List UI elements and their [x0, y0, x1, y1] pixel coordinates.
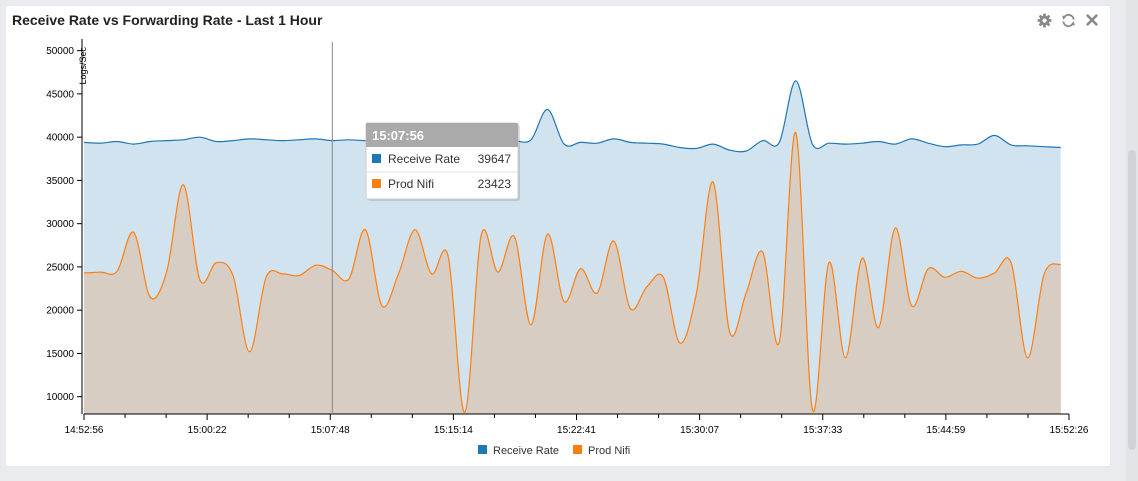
refresh-icon[interactable] — [1060, 12, 1076, 28]
x-tick-label: 15:22:41 — [557, 425, 596, 436]
tooltip-swatch-receive — [372, 154, 381, 163]
x-tick-label: 15:52:26 — [1050, 425, 1089, 436]
tooltip-label-prod: Prod Nifi — [388, 177, 434, 191]
y-tick-label: 25000 — [46, 262, 74, 273]
tooltip-time: 15:07:56 — [372, 128, 424, 143]
legend-swatch — [478, 445, 487, 454]
series-prod-nifi-area — [84, 132, 1061, 414]
tooltip-swatch-prod — [372, 179, 381, 188]
x-tick-label: 15:37:33 — [803, 425, 842, 436]
y-tick-label: 10000 — [46, 392, 74, 403]
tooltip: 15:07:56 Receive Rate 39647 Prod Nifi 23… — [365, 122, 520, 201]
y-axis-label: Logs/Sec — [78, 47, 88, 85]
y-tick-label: 40000 — [46, 133, 74, 144]
x-tick-label: 14:52:56 — [65, 425, 104, 436]
x-tick-label: 15:30:07 — [680, 425, 719, 436]
page-scrollbar[interactable] — [1126, 0, 1138, 481]
legend-swatch — [573, 445, 583, 454]
y-axis: 10000 15000 20000 25000 30000 35000 40000 45000… — [46, 39, 83, 414]
y-tick-label: 35000 — [46, 176, 74, 187]
x-axis: 14:52:56 15:00:22 15:07:48 15:15:14 15:22:41… — [65, 413, 1089, 436]
y-tick-label: 45000 — [46, 89, 74, 100]
series-receive-rate-line — [83, 80, 1061, 153]
y-tick-label: 20000 — [46, 306, 74, 317]
x-tick-label: 15:00:22 — [188, 425, 227, 436]
y-tick-label: 30000 — [46, 219, 74, 230]
x-tick-label: 15:07:48 — [311, 425, 350, 436]
legend: Receive Rate Prod Nifi — [478, 445, 630, 457]
series-prod-nifi-line — [83, 132, 1062, 413]
chart-panel: Receive Rate vs Forwarding Rate - Last 1… — [6, 6, 1110, 466]
legend-label: Receive Rate — [493, 445, 559, 457]
panel-title: Receive Rate vs Forwarding Rate - Last 1… — [12, 12, 323, 28]
gear-icon[interactable] — [1036, 12, 1052, 28]
scrollbar-thumb[interactable] — [1128, 150, 1136, 450]
tooltip-value-receive: 39647 — [478, 152, 512, 166]
y-tick-label: 15000 — [46, 349, 74, 360]
series-areas — [83, 80, 1062, 415]
x-tick-label: 15:15:14 — [434, 425, 473, 436]
panel-tools — [1036, 12, 1100, 28]
x-tick-label: 15:44:59 — [926, 425, 965, 436]
legend-label: Prod Nifi — [588, 445, 630, 457]
tooltip-value-prod: 23423 — [478, 177, 512, 191]
close-icon[interactable] — [1084, 12, 1100, 28]
line-chart: 10000 15000 20000 25000 30000 35000 40000 45000… — [46, 39, 1089, 457]
tooltip-label-receive: Receive Rate — [388, 152, 460, 166]
y-tick-label: 50000 — [46, 46, 74, 57]
